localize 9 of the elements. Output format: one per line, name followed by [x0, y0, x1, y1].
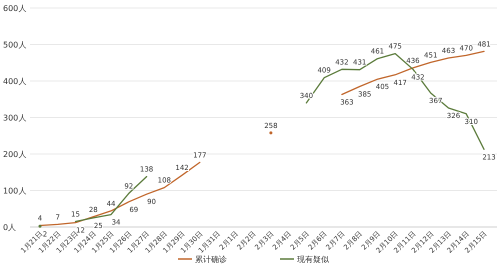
- y-tick-label: 200人: [3, 150, 26, 159]
- y-tick-label: 0人: [3, 223, 16, 232]
- y-tick-label: 400人: [3, 77, 26, 86]
- y-tick-label: 600人: [3, 4, 26, 13]
- legend-label: 累计确诊: [195, 255, 227, 264]
- y-tick-label: 300人: [3, 114, 26, 122]
- y-tick-label: 100人: [3, 186, 26, 196]
- legend-label: 现有疑似: [297, 255, 330, 264]
- y-tick-label: 500人: [3, 40, 26, 50]
